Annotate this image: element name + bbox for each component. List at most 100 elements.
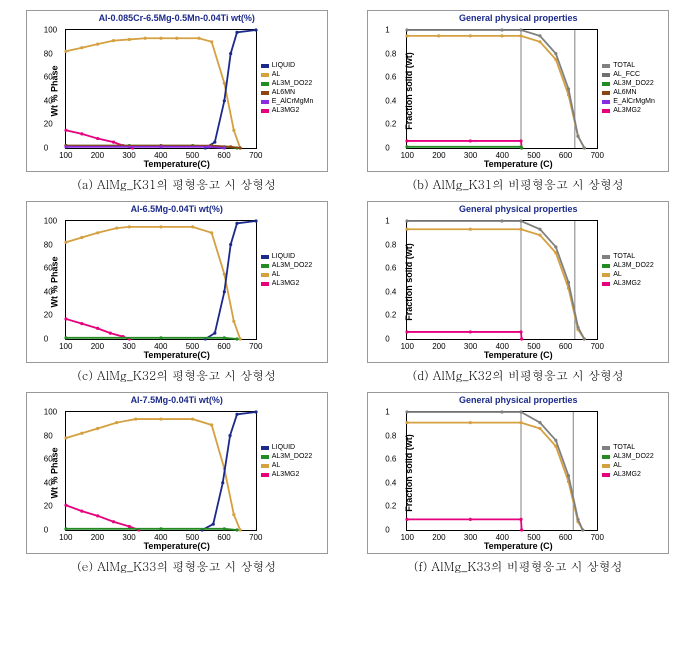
ytick: 80 bbox=[44, 431, 53, 440]
caption: (a) AlMg_K31의 평형응고 시 상형성 bbox=[77, 176, 276, 193]
legend-label: AL_FCC bbox=[613, 70, 640, 79]
legend-swatch bbox=[261, 464, 269, 468]
ytick: 0 bbox=[385, 144, 389, 153]
series-svg bbox=[66, 30, 256, 148]
chart-box: General physical properties1002003004005… bbox=[367, 392, 669, 554]
legend-swatch bbox=[602, 455, 610, 459]
legend-item: AL6MN bbox=[261, 88, 314, 97]
legend-label: AL3M_DO22 bbox=[613, 261, 653, 270]
ytick: 0.8 bbox=[385, 49, 396, 58]
xlabel: Temperature (C) bbox=[368, 159, 668, 169]
series-svg bbox=[66, 221, 256, 339]
legend-label: LIQUID bbox=[272, 252, 295, 261]
plot-area: 100200300400500600700020406080100 bbox=[65, 411, 257, 531]
legend-swatch bbox=[261, 91, 269, 95]
caption: (d) AlMg_K32의 비평형응고 시 상형성 bbox=[413, 367, 624, 384]
legend-label: LIQUID bbox=[272, 443, 295, 452]
legend-swatch bbox=[602, 82, 610, 86]
legend-label: AL bbox=[613, 461, 622, 470]
series-svg bbox=[407, 412, 597, 530]
legend-swatch bbox=[602, 473, 610, 477]
legend-label: E_AlCrMgMn bbox=[613, 97, 655, 106]
chart-cell-c: Al-6.5Mg-0.04Ti wt(%) 1002003004005006007… bbox=[10, 201, 344, 384]
chart-grid: Al-0.085Cr-6.5Mg-0.5Mn-0.04Ti wt(%)10020… bbox=[10, 10, 685, 575]
legend-label: AL3MG2 bbox=[613, 106, 641, 115]
legend-item: TOTAL bbox=[602, 443, 653, 452]
plot-area: 10020030040050060070000.20.40.60.81 bbox=[406, 29, 598, 149]
legend-label: AL bbox=[613, 270, 622, 279]
legend-swatch bbox=[602, 109, 610, 113]
legend-swatch bbox=[261, 473, 269, 477]
legend-item: AL3MG2 bbox=[261, 470, 312, 479]
legend-swatch bbox=[261, 82, 269, 86]
legend-item: LIQUID bbox=[261, 61, 314, 70]
chart-box: Al-0.085Cr-6.5Mg-0.5Mn-0.04Ti wt(%)10020… bbox=[26, 10, 328, 172]
legend-item: AL3M_DO22 bbox=[602, 452, 653, 461]
legend-swatch bbox=[261, 446, 269, 450]
chart-title: General physical properties bbox=[368, 395, 668, 405]
legend-item: AL3M_DO22 bbox=[261, 452, 312, 461]
ytick: 0.4 bbox=[385, 287, 396, 296]
ytick: 0 bbox=[44, 526, 48, 535]
chart-cell-a: Al-0.085Cr-6.5Mg-0.5Mn-0.04Ti wt(%)10020… bbox=[10, 10, 344, 193]
ytick: 100 bbox=[44, 26, 57, 35]
legend-label: AL3M_DO22 bbox=[272, 261, 312, 270]
legend-item: LIQUID bbox=[261, 443, 312, 452]
legend-label: AL3M_DO22 bbox=[613, 452, 653, 461]
legend-swatch bbox=[602, 264, 610, 268]
legend: LIQUIDAL3M_DO22ALAL3MG2 bbox=[261, 443, 312, 479]
legend-item: AL3MG2 bbox=[602, 106, 655, 115]
ylabel: Wt % Phase bbox=[49, 256, 59, 307]
chart-title: Al-6.5Mg-0.04Ti wt(%) bbox=[27, 204, 327, 214]
ytick: 20 bbox=[44, 502, 53, 511]
caption: (c) AlMg_K32의 평형응고 시 상형성 bbox=[77, 367, 276, 384]
ytick: 0.4 bbox=[385, 478, 396, 487]
caption: (f) AlMg_K33의 비평형응고 시 상형성 bbox=[414, 558, 623, 575]
legend-item: TOTAL bbox=[602, 252, 653, 261]
ytick: 0 bbox=[44, 335, 48, 344]
ytick: 20 bbox=[44, 120, 53, 129]
legend-item: AL bbox=[261, 70, 314, 79]
ytick: 80 bbox=[44, 49, 53, 58]
ytick: 0.8 bbox=[385, 431, 396, 440]
legend-item: AL_FCC bbox=[602, 70, 655, 79]
legend-label: TOTAL bbox=[613, 252, 635, 261]
legend-item: AL3MG2 bbox=[261, 106, 314, 115]
ytick: 0 bbox=[385, 526, 389, 535]
legend-label: AL6MN bbox=[613, 88, 636, 97]
legend-item: AL3M_DO22 bbox=[602, 79, 655, 88]
legend-swatch bbox=[602, 100, 610, 104]
legend-label: AL3M_DO22 bbox=[272, 452, 312, 461]
ytick: 0.4 bbox=[385, 96, 396, 105]
ytick: 0 bbox=[385, 335, 389, 344]
ytick: 100 bbox=[44, 217, 57, 226]
legend-label: AL6MN bbox=[272, 88, 295, 97]
legend-item: AL3M_DO22 bbox=[261, 79, 314, 88]
legend: TOTALAL3M_DO22ALAL3MG2 bbox=[602, 252, 653, 288]
legend-label: AL3MG2 bbox=[613, 470, 641, 479]
legend-label: AL3MG2 bbox=[272, 470, 300, 479]
chart-cell-e: Al-7.5Mg-0.04Ti wt(%)1002003004005006007… bbox=[10, 392, 344, 575]
legend-item: E_AlCrMgMn bbox=[602, 97, 655, 106]
ylabel: Fraction solid (wt) bbox=[404, 434, 414, 512]
legend-label: TOTAL bbox=[613, 443, 635, 452]
ytick: 0.2 bbox=[385, 502, 396, 511]
series-svg bbox=[407, 30, 597, 148]
ytick: 0.8 bbox=[385, 240, 396, 249]
legend-item: AL bbox=[602, 270, 653, 279]
legend-swatch bbox=[261, 109, 269, 113]
xlabel: Temperature(C) bbox=[27, 159, 327, 169]
legend-label: AL3MG2 bbox=[272, 279, 300, 288]
chart-cell-d: General physical properties1002003004005… bbox=[352, 201, 686, 384]
xlabel: Temperature(C) bbox=[27, 350, 327, 360]
legend-item: E_AlCrMgMn bbox=[261, 97, 314, 106]
legend-swatch bbox=[602, 464, 610, 468]
plot-area: 100200300400500600700020406080100 bbox=[65, 220, 257, 340]
chart-box: General physical properties1002003004005… bbox=[367, 10, 669, 172]
ytick: 0.6 bbox=[385, 455, 396, 464]
legend-swatch bbox=[261, 282, 269, 286]
legend: TOTALAL_FCCAL3M_DO22AL6MNE_AlCrMgMnAL3MG… bbox=[602, 61, 655, 116]
ytick: 0.2 bbox=[385, 120, 396, 129]
chart-box: General physical properties1002003004005… bbox=[367, 201, 669, 363]
legend-item: AL3MG2 bbox=[602, 279, 653, 288]
